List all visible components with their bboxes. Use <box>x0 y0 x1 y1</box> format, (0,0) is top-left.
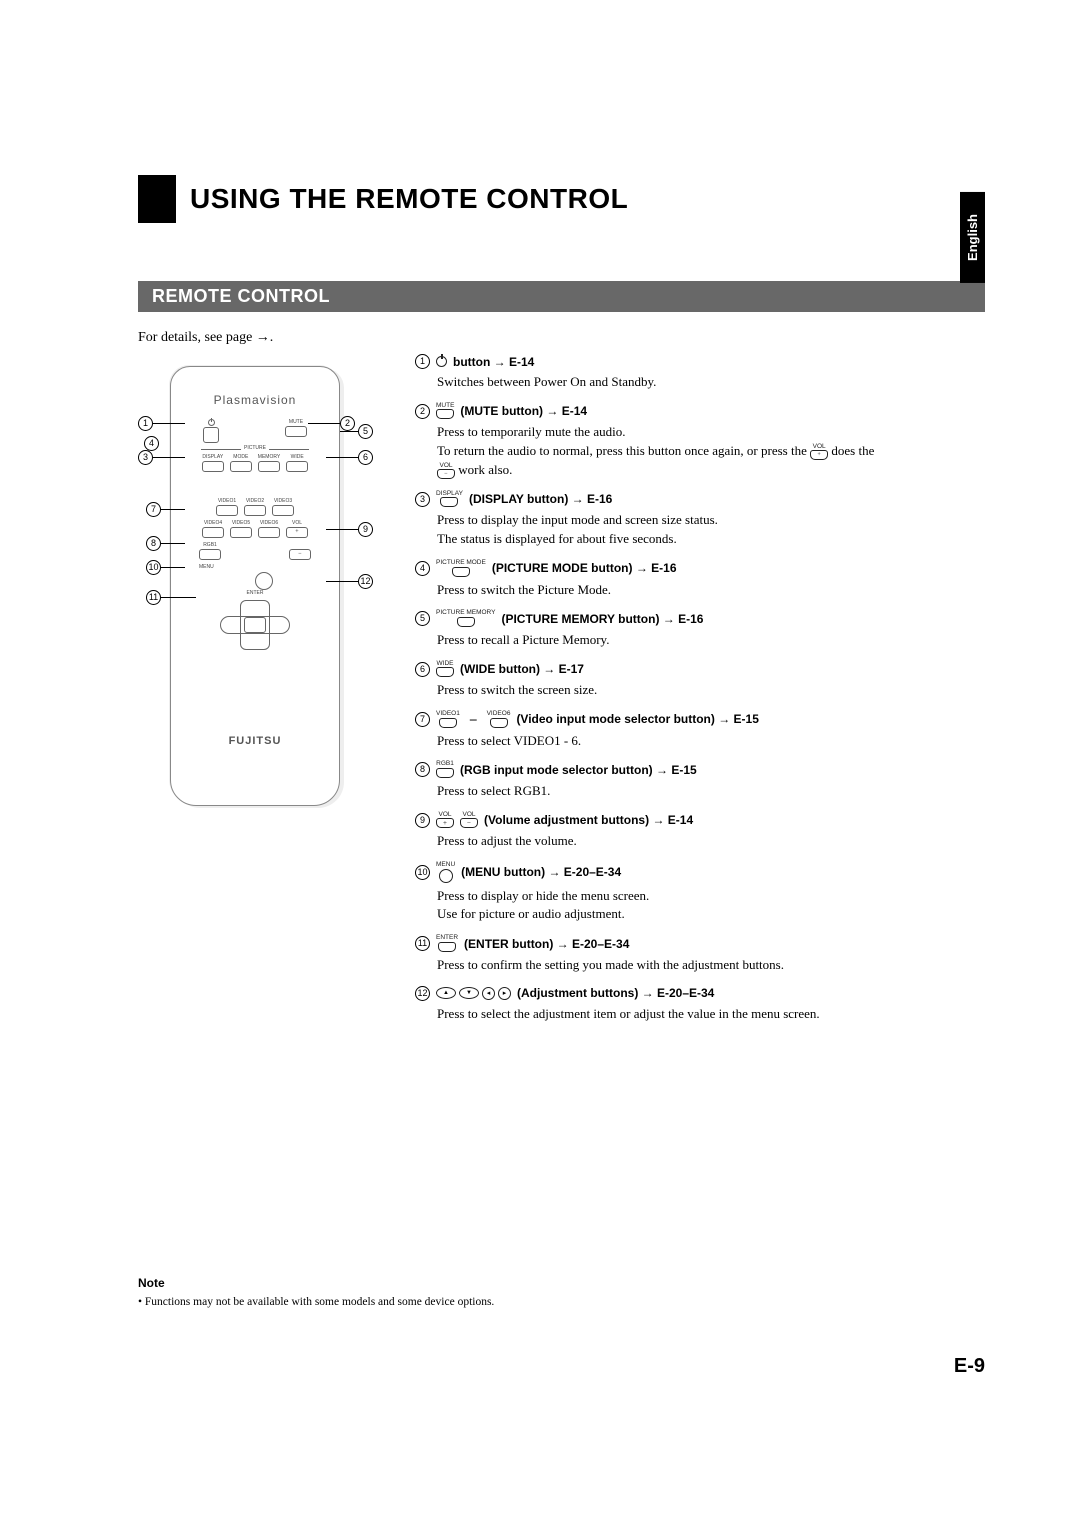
item-12: 12 (Adjustment buttons) → E-20–E-34 Press… <box>415 986 985 1024</box>
item-body-line: Press to select VIDEO1 - 6. <box>437 732 985 751</box>
item-number-7: 7 <box>415 712 430 727</box>
item-body-line: Press to display or hide the menu screen… <box>437 887 985 906</box>
item-8: 8 RGB1 (RGB input mode selector button) →… <box>415 761 985 800</box>
item-number-10: 10 <box>415 865 430 880</box>
item-title: (MENU button) → E-20–E-34 <box>461 865 621 879</box>
language-tab: English <box>960 192 985 283</box>
item-body-line: Switches between Power On and Standby. <box>437 373 985 392</box>
details-text: For details, see page →. <box>138 330 985 346</box>
item-body-line: Press to display the input mode and scre… <box>437 511 985 530</box>
item-4: 4 PICTURE MODE (PICTURE MODE button) → E-… <box>415 560 985 599</box>
mini-button-icon: VOL+ <box>810 444 828 461</box>
callout-12: 12 <box>358 574 373 589</box>
item-title: (Volume adjustment buttons) → E-14 <box>484 813 693 827</box>
item-body-line: The status is displayed for about five s… <box>437 530 985 549</box>
callout-6: 6 <box>358 450 373 465</box>
item-11: 11 ENTER (ENTER button) → E-20–E-34 Press … <box>415 935 985 974</box>
remote-diagram: Plasmavision MUTE PICTURE DISPLAY MODE M… <box>138 354 393 814</box>
item-body-line: Press to switch the screen size. <box>437 681 985 700</box>
note-heading: Note <box>138 1276 985 1290</box>
item-1: 1 button → E-14 Switches between Power On… <box>415 354 985 392</box>
item-title: (DISPLAY button) → E-16 <box>469 492 612 506</box>
mini-button-icon: MENU <box>436 862 455 883</box>
callout-4: 4 <box>144 436 159 451</box>
item-10: 10 MENU (MENU button) → E-20–E-34 Press to… <box>415 862 985 924</box>
mini-button-icon: VOL− <box>460 812 478 829</box>
item-body-line: Press to recall a Picture Memory. <box>437 631 985 650</box>
item-number-1: 1 <box>415 354 430 369</box>
page-header: USING THE REMOTE CONTROL <box>138 175 985 223</box>
mini-button-icon: RGB1 <box>436 761 454 778</box>
mini-button-icon: VOL+ <box>436 812 454 829</box>
page-number: E-9 <box>954 1355 985 1378</box>
item-title: (Adjustment buttons) → E-20–E-34 <box>517 986 714 1000</box>
item-number-4: 4 <box>415 561 430 576</box>
mini-button-icon: PICTURE MODE <box>436 560 486 577</box>
callout-11: 11 <box>146 590 161 605</box>
item-5: 5 PICTURE MEMORY (PICTURE MEMORY button) … <box>415 610 985 649</box>
item-number-3: 3 <box>415 492 430 507</box>
item-body-line: Press to adjust the volume. <box>437 832 985 851</box>
callout-3: 3 <box>138 450 153 465</box>
item-3: 3 DISPLAY (DISPLAY button) → E-16 Press to… <box>415 491 985 549</box>
item-body-line: Use for picture or audio adjustment. <box>437 905 985 924</box>
item-number-5: 5 <box>415 611 430 626</box>
mini-button-icon: WIDE <box>436 661 454 678</box>
item-body-line: Press to select RGB1. <box>437 782 985 801</box>
mini-button-icon: VOL− <box>437 463 455 480</box>
item-number-8: 8 <box>415 762 430 777</box>
item-7: 7VIDEO1–VIDEO6 (Video input mode selecto… <box>415 711 985 750</box>
mini-button-icon: VIDEO1 <box>436 711 460 728</box>
callout-7: 7 <box>146 502 161 517</box>
section-title: REMOTE CONTROL <box>138 281 985 312</box>
item-body-line: Press to select the adjustment item or a… <box>437 1005 985 1024</box>
item-title: (Video input mode selector button) → E-1… <box>516 712 758 726</box>
note-text: • Functions may not be available with so… <box>138 1296 985 1308</box>
item-title: (PICTURE MODE button) → E-16 <box>492 561 677 575</box>
mini-button-icon: DISPLAY <box>436 491 463 508</box>
header-accent <box>138 175 176 223</box>
item-title: (RGB input mode selector button) → E-15 <box>460 763 697 777</box>
callout-1: 1 <box>138 416 153 431</box>
note-block: Note • Functions may not be available wi… <box>138 1276 985 1308</box>
callout-8: 8 <box>146 536 161 551</box>
item-title: (PICTURE MEMORY button) → E-16 <box>501 612 703 626</box>
mini-button-icon <box>436 356 447 367</box>
mini-button-icon: PICTURE MEMORY <box>436 610 495 627</box>
description-list: 1 button → E-14 Switches between Power On… <box>415 354 985 1035</box>
item-body-line: Press to switch the Picture Mode. <box>437 581 985 600</box>
callout-5: 5 <box>358 424 373 439</box>
page-title: USING THE REMOTE CONTROL <box>190 175 628 223</box>
callout-10: 10 <box>146 560 161 575</box>
item-number-9: 9 <box>415 813 430 828</box>
item-title: (WIDE button) → E-17 <box>460 662 584 676</box>
item-number-6: 6 <box>415 662 430 677</box>
item-title: (ENTER button) → E-20–E-34 <box>464 937 629 951</box>
item-6: 6 WIDE (WIDE button) → E-17 Press to switc… <box>415 661 985 700</box>
callout-2: 2 <box>340 416 355 431</box>
adjustment-icons <box>436 987 511 1000</box>
item-9: 9 VOL+ VOL− (Volume adjustment buttons) → … <box>415 812 985 851</box>
item-title: button → E-14 <box>453 355 534 369</box>
mini-button-icon: VIDEO6 <box>487 711 511 728</box>
item-2: 2MUTE (MUTE button) → E-14Press to tempo… <box>415 403 985 480</box>
item-number-12: 12 <box>415 986 430 1001</box>
mini-button-icon: ENTER <box>436 935 458 952</box>
item-body-line: Press to confirm the setting you made wi… <box>437 956 985 975</box>
mini-button-icon: MUTE <box>436 403 454 420</box>
callout-9: 9 <box>358 522 373 537</box>
item-number-11: 11 <box>415 936 430 951</box>
item-title: (MUTE button) → E-14 <box>460 404 587 418</box>
item-number-2: 2 <box>415 404 430 419</box>
